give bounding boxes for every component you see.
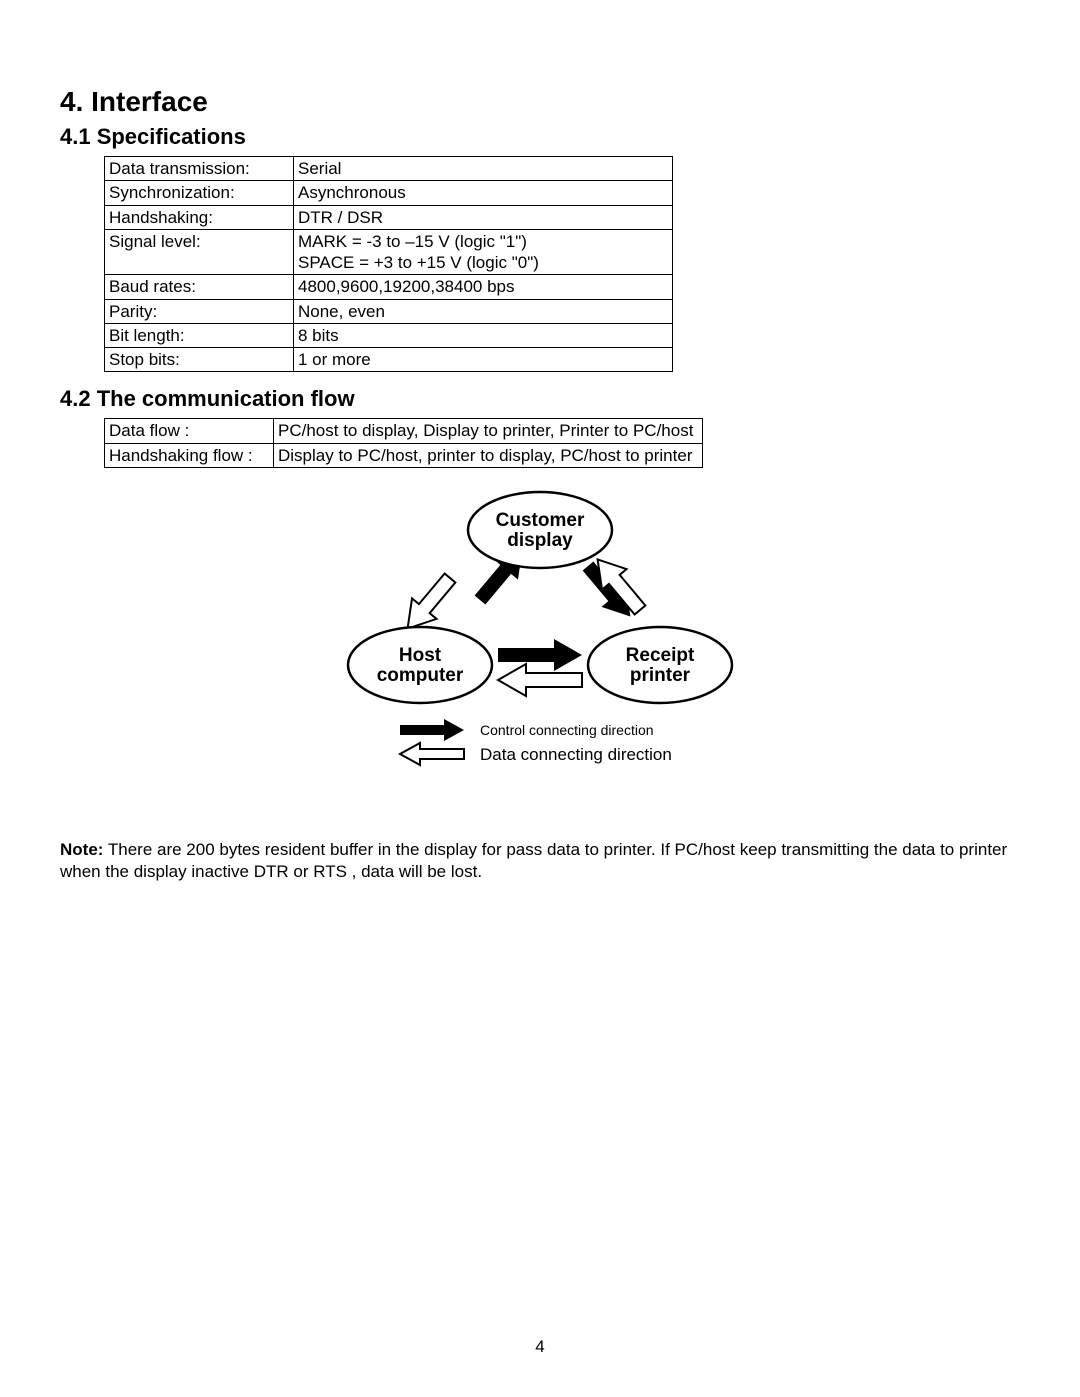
spec-value: Asynchronous: [294, 181, 673, 205]
legend-arrow-data-icon: [400, 743, 464, 765]
flow-value: Display to PC/host, printer to display, …: [274, 443, 703, 467]
spec-label: Bit length:: [105, 323, 294, 347]
node-label: display: [507, 530, 573, 551]
note-text: There are 200 bytes resident buffer in t…: [60, 840, 1007, 881]
table-row: Bit length: 8 bits: [105, 323, 673, 347]
page-number: 4: [0, 1337, 1080, 1357]
flow-label: Data flow :: [105, 419, 274, 443]
section-heading: 4. Interface: [60, 86, 1020, 118]
legend-label-control: Control connecting direction: [480, 722, 654, 738]
subsection-specifications: 4.1 Specifications: [60, 124, 1020, 150]
flow-value: PC/host to display, Display to printer, …: [274, 419, 703, 443]
flow-label: Handshaking flow :: [105, 443, 274, 467]
spec-label: Baud rates:: [105, 275, 294, 299]
flow-diagram-svg: Customer display Host computer Receipt p…: [280, 480, 800, 790]
communication-flow-diagram: Customer display Host computer Receipt p…: [60, 480, 1020, 795]
node-label: Receipt: [626, 645, 695, 666]
node-label: Host: [399, 645, 442, 666]
spec-label: Stop bits:: [105, 348, 294, 372]
subsection-comm-flow: 4.2 The communication flow: [60, 386, 1020, 412]
node-host-computer: Host computer: [348, 627, 492, 703]
table-row: Signal level: MARK = -3 to –15 V (logic …: [105, 229, 673, 275]
note-label: Note:: [60, 840, 103, 859]
communication-flow-table: Data flow : PC/host to display, Display …: [104, 418, 703, 468]
spec-label: Handshaking:: [105, 205, 294, 229]
legend-label-data: Data connecting direction: [480, 745, 672, 764]
note-paragraph: Note: There are 200 bytes resident buffe…: [60, 839, 1020, 883]
spec-value: 4800,9600,19200,38400 bps: [294, 275, 673, 299]
page: 4. Interface 4.1 Specifications Data tra…: [0, 0, 1080, 1397]
legend-arrow-control-icon: [400, 719, 464, 741]
table-row: Baud rates: 4800,9600,19200,38400 bps: [105, 275, 673, 299]
arrow-control-icon: [498, 639, 582, 671]
table-row: Synchronization: Asynchronous: [105, 181, 673, 205]
node-label: printer: [630, 665, 691, 686]
arrow-data-icon: [498, 664, 582, 696]
spec-label: Synchronization:: [105, 181, 294, 205]
table-row: Handshaking flow : Display to PC/host, p…: [105, 443, 703, 467]
node-label: Customer: [496, 510, 585, 531]
spec-value: None, even: [294, 299, 673, 323]
spec-value: Serial: [294, 157, 673, 181]
spec-value: MARK = -3 to –15 V (logic "1") SPACE = +…: [294, 229, 673, 275]
spec-value: DTR / DSR: [294, 205, 673, 229]
spec-value: 1 or more: [294, 348, 673, 372]
spec-label: Signal level:: [105, 229, 294, 275]
spec-value: 8 bits: [294, 323, 673, 347]
table-row: Data transmission: Serial: [105, 157, 673, 181]
specifications-table: Data transmission: Serial Synchronizatio…: [104, 156, 673, 372]
spec-label: Parity:: [105, 299, 294, 323]
legend: Control connecting direction Data connec…: [400, 719, 672, 765]
node-receipt-printer: Receipt printer: [588, 627, 732, 703]
table-row: Data flow : PC/host to display, Display …: [105, 419, 703, 443]
table-row: Parity: None, even: [105, 299, 673, 323]
node-customer-display: Customer display: [468, 492, 612, 568]
table-row: Stop bits: 1 or more: [105, 348, 673, 372]
node-label: computer: [377, 665, 464, 686]
spec-label: Data transmission:: [105, 157, 294, 181]
table-row: Handshaking: DTR / DSR: [105, 205, 673, 229]
